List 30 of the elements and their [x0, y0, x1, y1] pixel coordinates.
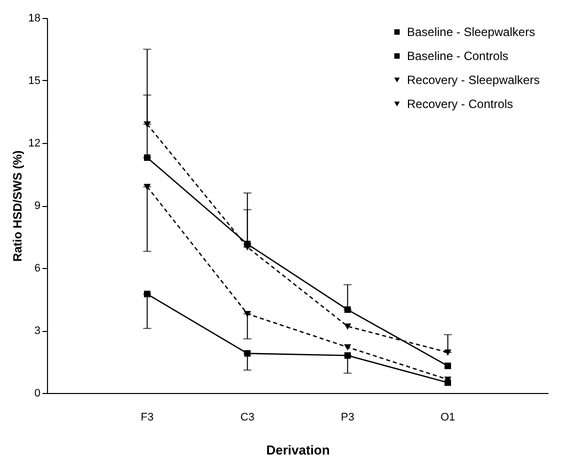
y-tick-label: 12: [28, 138, 40, 150]
point: [244, 244, 251, 250]
point: [444, 362, 452, 370]
y-tick-label: 6: [34, 262, 40, 274]
y-axis-title: Ratio HSD/SWS (%): [10, 150, 24, 262]
y-tick-label: 15: [28, 75, 40, 87]
point: [444, 350, 452, 356]
point: [344, 344, 351, 350]
point: [344, 306, 351, 313]
legend-label: Baseline - Controls: [407, 49, 508, 63]
point: [144, 290, 150, 298]
x-tick-label: O1: [440, 412, 456, 424]
y-tick-label: 3: [34, 325, 40, 337]
x-tick-label: P3: [340, 412, 354, 424]
x-tick-label: F3: [140, 412, 154, 424]
point: [144, 154, 150, 161]
y-tick-label: 18: [28, 12, 40, 24]
x-tick-label: C3: [240, 412, 254, 424]
legend-label: Baseline - Sleepwalkers: [407, 25, 536, 39]
point: [244, 350, 251, 357]
point: [144, 184, 150, 190]
x-axis-title: Derivation: [266, 442, 330, 458]
point: [344, 352, 351, 359]
y-tick-label: 0: [34, 388, 40, 400]
point: [244, 310, 251, 317]
point: [344, 323, 351, 330]
y-tick-label: 9: [34, 200, 40, 212]
legend-label: Recovery - Controls: [407, 97, 514, 111]
point: [144, 121, 150, 128]
legend-label: Recovery - Sleepwalkers: [407, 73, 540, 87]
